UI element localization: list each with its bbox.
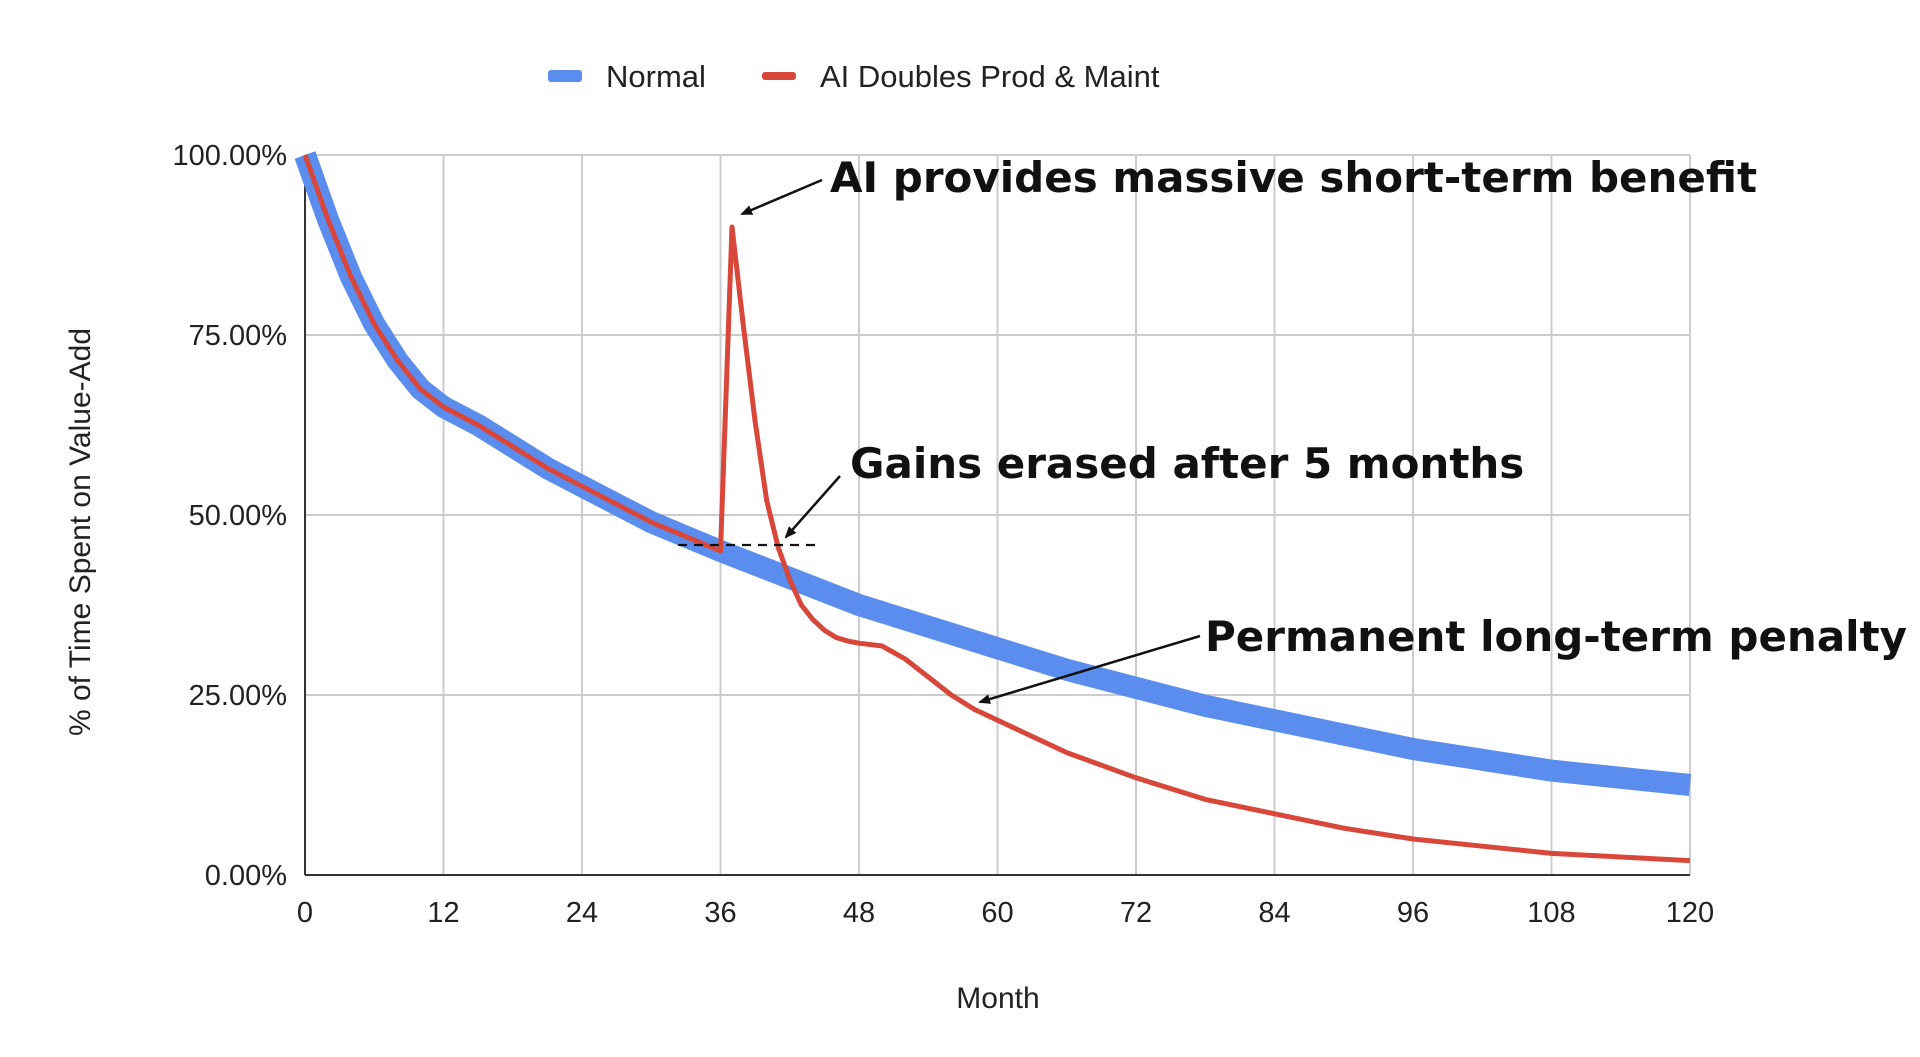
y-tick-label-4: 100.00% bbox=[173, 140, 288, 172]
x-tick-label-10: 120 bbox=[1666, 897, 1714, 929]
annotation-arrow-penalty bbox=[978, 634, 1201, 704]
y-tick-labels: 0.00% 25.00% 50.00% 75.00% 100.00% bbox=[173, 140, 288, 892]
legend: Normal AI Doubles Prod & Maint bbox=[548, 59, 1160, 94]
y-tick-label-1: 25.00% bbox=[189, 680, 287, 712]
legend-swatch-ai bbox=[762, 72, 796, 80]
grid-lines bbox=[305, 154, 1691, 875]
y-tick-label-2: 50.00% bbox=[189, 500, 287, 532]
annotation-benefit: AI provides massive short-term benefit bbox=[830, 153, 1757, 202]
x-tick-label-5: 60 bbox=[981, 897, 1013, 929]
annotation-penalty: Permanent long-term penalty bbox=[1205, 612, 1907, 661]
y-axis-title: % of Time Spent on Value-Add bbox=[64, 328, 97, 736]
legend-label-normal: Normal bbox=[606, 59, 706, 94]
y-tick-label-0: 0.00% bbox=[205, 860, 287, 892]
x-tick-label-6: 72 bbox=[1120, 897, 1152, 929]
x-tick-label-9: 108 bbox=[1527, 897, 1575, 929]
series-layer bbox=[294, 151, 1692, 864]
legend-swatch-normal bbox=[548, 70, 582, 82]
x-tick-label-8: 96 bbox=[1397, 897, 1429, 929]
x-tick-label-3: 36 bbox=[704, 897, 736, 929]
legend-label-ai: AI Doubles Prod & Maint bbox=[820, 59, 1160, 94]
x-tick-label-4: 48 bbox=[843, 897, 875, 929]
annotation-arrow-erased bbox=[784, 475, 841, 539]
y-tick-label-3: 75.00% bbox=[189, 320, 287, 352]
x-tick-label-0: 0 bbox=[297, 897, 313, 929]
annotation-marks bbox=[678, 178, 1201, 704]
x-tick-label-1: 12 bbox=[427, 897, 459, 929]
x-tick-label-2: 24 bbox=[566, 897, 598, 929]
series-line-ai bbox=[302, 154, 1691, 864]
axes bbox=[304, 155, 1690, 876]
x-tick-labels: 0 12 24 36 48 60 72 84 96 108 120 bbox=[297, 897, 1714, 929]
x-axis-title: Month bbox=[956, 982, 1039, 1015]
x-tick-label-7: 84 bbox=[1258, 897, 1290, 929]
annotation-erased: Gains erased after 5 months bbox=[850, 439, 1524, 488]
annotation-arrow-benefit bbox=[740, 178, 823, 216]
